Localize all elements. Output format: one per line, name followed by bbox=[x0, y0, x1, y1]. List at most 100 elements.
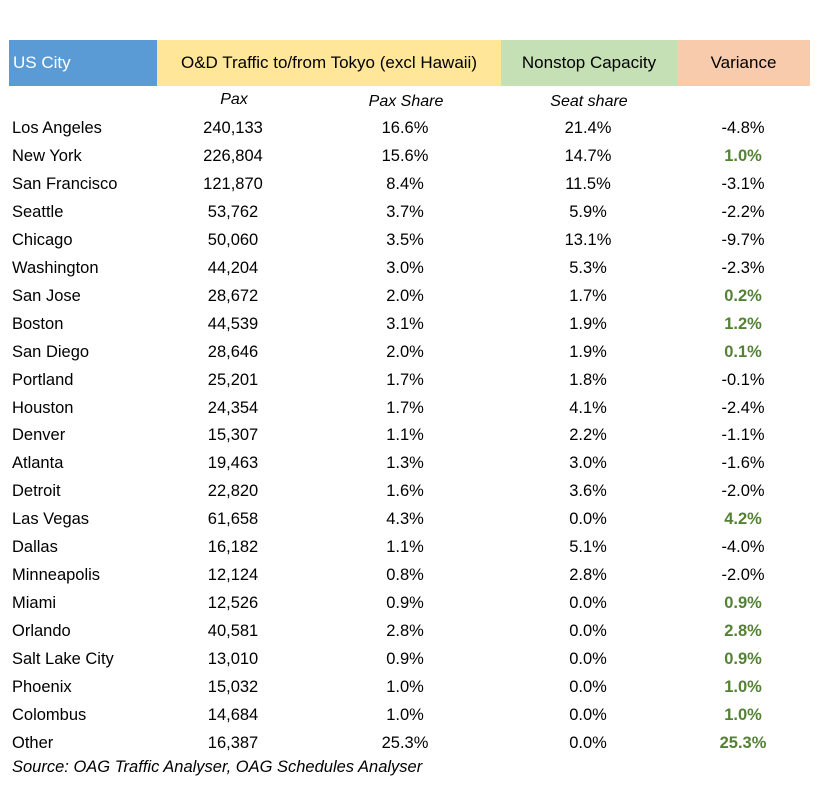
cell-seat-share: 11.5% bbox=[565, 174, 611, 193]
table-row: Boston 44,539 3.1% 1.9% 1.2% bbox=[0, 310, 820, 338]
cell-seat-share: 1.7% bbox=[569, 286, 607, 305]
cell-city: Atlanta bbox=[12, 454, 64, 473]
cell-variance: 0.2% bbox=[724, 286, 762, 305]
cell-variance: -1.6% bbox=[721, 454, 765, 473]
cell-variance: -2.4% bbox=[721, 398, 765, 417]
cell-pax-share: 2.0% bbox=[386, 342, 424, 361]
cell-pax: 13,010 bbox=[207, 650, 259, 669]
cell-seat-share: 14.7% bbox=[564, 146, 612, 165]
subheader-pax-share: Pax Share bbox=[368, 93, 444, 110]
table-row: Minneapolis 12,124 0.8% 2.8% -2.0% bbox=[0, 561, 820, 589]
cell-pax-share: 1.1% bbox=[386, 538, 424, 557]
cell-city: Portland bbox=[12, 370, 74, 389]
cell-variance: -3.1% bbox=[721, 174, 765, 193]
cell-pax-share: 3.0% bbox=[386, 258, 424, 277]
cell-pax: 226,804 bbox=[203, 146, 263, 165]
cell-city: San Diego bbox=[12, 342, 90, 361]
cell-variance: 1.0% bbox=[724, 146, 762, 165]
cell-city: Las Vegas bbox=[12, 510, 90, 529]
cell-variance: -9.7% bbox=[721, 230, 765, 249]
cell-city: Miami bbox=[12, 594, 56, 613]
table-row: Orlando 40,581 2.8% 0.0% 2.8% bbox=[0, 617, 820, 645]
cell-pax: 16,182 bbox=[207, 538, 259, 557]
cell-city: Chicago bbox=[12, 230, 73, 249]
cell-city: Detroit bbox=[12, 482, 61, 501]
source-note: Source: OAG Traffic Analyser, OAG Schedu… bbox=[12, 758, 423, 776]
cell-pax-share: 2.8% bbox=[386, 622, 424, 641]
cell-seat-share: 1.9% bbox=[569, 342, 607, 361]
cell-pax-share: 1.0% bbox=[386, 705, 424, 724]
cell-pax-share: 0.9% bbox=[386, 650, 424, 669]
cell-variance: -2.2% bbox=[721, 202, 765, 221]
cell-pax: 44,539 bbox=[207, 314, 259, 333]
cell-variance: -2.0% bbox=[721, 482, 765, 501]
cell-seat-share: 3.0% bbox=[569, 454, 607, 473]
table-row: Los Angeles 240,133 16.6% 21.4% -4.8% bbox=[0, 114, 820, 142]
cell-variance: -1.1% bbox=[721, 426, 765, 445]
cell-city: Phoenix bbox=[12, 678, 72, 696]
cell-pax: 50,060 bbox=[207, 230, 259, 249]
cell-variance: -2.3% bbox=[721, 258, 765, 277]
table-row: Phoenix 15,032 1.0% 0.0% 1.0% bbox=[0, 673, 820, 701]
cell-city: Dallas bbox=[12, 538, 58, 557]
cell-seat-share: 0.0% bbox=[569, 733, 607, 752]
table-row: Denver 15,307 1.1% 2.2% -1.1% bbox=[0, 421, 820, 449]
cell-pax-share: 1.1% bbox=[386, 426, 424, 445]
cell-city: San Francisco bbox=[12, 174, 118, 193]
cell-pax: 15,307 bbox=[207, 426, 259, 445]
cell-variance: 0.1% bbox=[724, 342, 762, 361]
cell-pax-share: 3.7% bbox=[386, 202, 424, 221]
cell-pax-share: 3.1% bbox=[386, 314, 424, 333]
cell-variance: -0.1% bbox=[721, 370, 765, 389]
header-od-traffic: O&D Traffic to/from Tokyo (excl Hawaii) bbox=[157, 40, 501, 86]
table-row: Washington 44,204 3.0% 5.3% -2.3% bbox=[0, 254, 820, 282]
cell-pax: 28,646 bbox=[207, 342, 259, 361]
cell-pax-share: 1.6% bbox=[386, 482, 424, 501]
subheader-seat-share: Seat share bbox=[550, 93, 628, 110]
cell-city: Orlando bbox=[12, 622, 71, 641]
cell-pax-share: 1.3% bbox=[386, 454, 424, 473]
table-row: Dallas 16,182 1.1% 5.1% -4.0% bbox=[0, 533, 820, 561]
cell-pax: 44,204 bbox=[207, 258, 259, 277]
cell-variance: 1.0% bbox=[724, 705, 762, 724]
cell-seat-share: 13.1% bbox=[564, 230, 612, 249]
cell-variance: 25.3% bbox=[719, 733, 767, 752]
cell-city: Houston bbox=[12, 398, 74, 417]
table-row: Houston 24,354 1.7% 4.1% -2.4% bbox=[0, 394, 820, 422]
cell-seat-share: 4.1% bbox=[569, 398, 607, 417]
cell-pax: 28,672 bbox=[207, 286, 259, 305]
table-row: Atlanta 19,463 1.3% 3.0% -1.6% bbox=[0, 449, 820, 477]
cell-seat-share: 0.0% bbox=[569, 678, 607, 696]
cell-variance: -2.0% bbox=[721, 566, 765, 585]
table-row: Miami 12,526 0.9% 0.0% 0.9% bbox=[0, 589, 820, 617]
cell-pax-share: 1.7% bbox=[386, 370, 424, 389]
cell-pax-share: 4.3% bbox=[386, 510, 424, 529]
cell-pax-share: 1.0% bbox=[386, 678, 424, 696]
cell-pax: 40,581 bbox=[207, 622, 259, 641]
cell-pax-share: 8.4% bbox=[386, 174, 424, 193]
table-row: New York 226,804 15.6% 14.7% 1.0% bbox=[0, 142, 820, 170]
cell-variance: -4.8% bbox=[721, 119, 765, 137]
cell-seat-share: 0.0% bbox=[569, 705, 607, 724]
cell-variance: 0.9% bbox=[724, 594, 762, 613]
cell-pax: 240,133 bbox=[203, 119, 263, 137]
cell-seat-share: 0.0% bbox=[569, 650, 607, 669]
cell-variance: 1.2% bbox=[724, 314, 762, 333]
cell-city: New York bbox=[12, 146, 82, 165]
cell-city: Salt Lake City bbox=[12, 650, 114, 669]
cell-pax: 121,870 bbox=[203, 174, 263, 193]
subheader-pax: Pax bbox=[220, 91, 248, 108]
header-nonstop-capacity: Nonstop Capacity bbox=[501, 40, 677, 86]
table-row: Detroit 22,820 1.6% 3.6% -2.0% bbox=[0, 477, 820, 505]
cell-city: Boston bbox=[12, 314, 64, 333]
cell-seat-share: 3.6% bbox=[569, 482, 607, 501]
table-row: Seattle 53,762 3.7% 5.9% -2.2% bbox=[0, 198, 820, 226]
cell-pax: 12,526 bbox=[207, 594, 259, 613]
header-variance: Variance bbox=[677, 40, 810, 86]
cell-variance: 0.9% bbox=[724, 650, 762, 669]
cell-seat-share: 0.0% bbox=[569, 510, 607, 529]
cell-city: Other bbox=[12, 733, 54, 752]
cell-pax-share: 0.9% bbox=[386, 594, 424, 613]
cell-pax: 24,354 bbox=[207, 398, 259, 417]
cell-seat-share: 0.0% bbox=[569, 594, 607, 613]
